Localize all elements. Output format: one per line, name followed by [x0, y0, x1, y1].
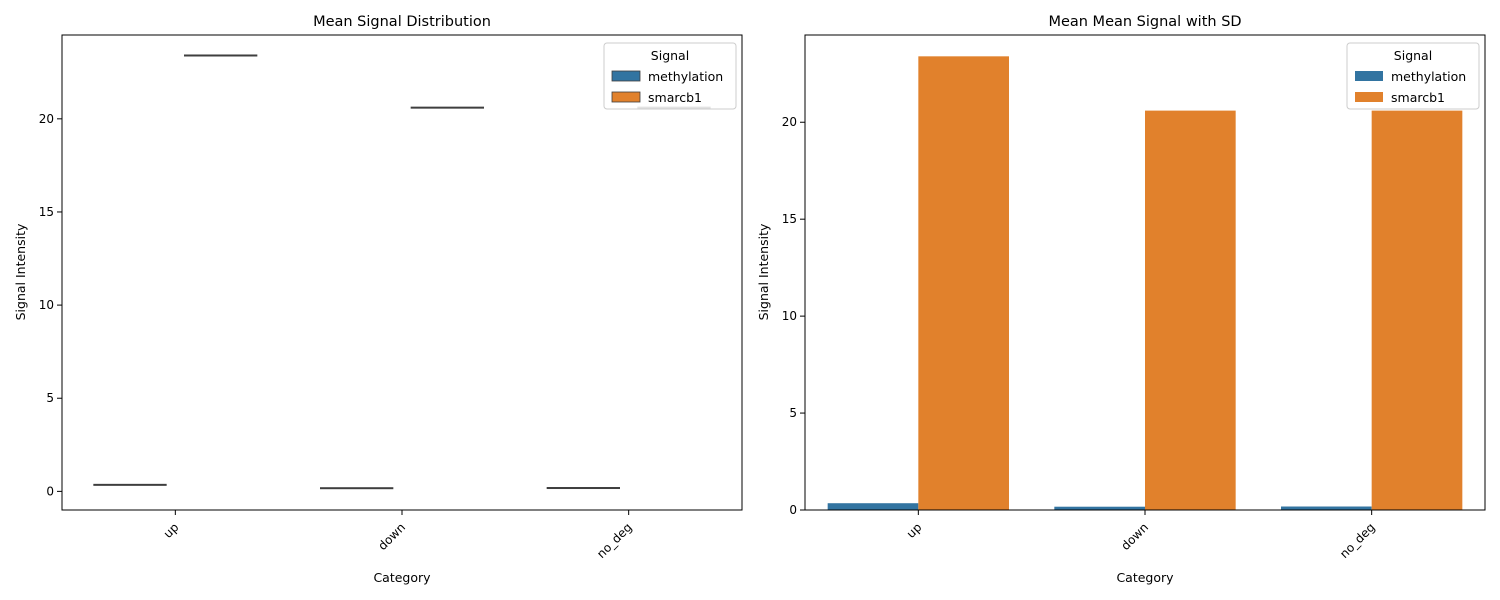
bar-y-axis-label: Signal Intensity: [756, 223, 771, 320]
box-y-axis-label: Signal Intensity: [13, 223, 28, 320]
bar-legend-swatch: [1355, 92, 1383, 102]
bar-y-tick-label: 20: [782, 115, 797, 129]
box-y-tick-label: 15: [39, 205, 54, 219]
box-legend: Signal methylation smarcb1: [603, 42, 737, 110]
bar-panel: Mean Mean Signal with SD Category Signal…: [756, 14, 1486, 585]
bar-legend-title: Signal: [1394, 48, 1432, 63]
bar-smarcb1-up: [918, 56, 1009, 510]
bar-x-tick-label: no_deg: [1337, 520, 1378, 561]
bar-legend-label: methylation: [1391, 69, 1466, 84]
box-plot-area: 0 5 10 15 20 up down no_deg: [39, 54, 711, 561]
bar-y-tick-label: 10: [782, 309, 797, 323]
box-x-tick-label: up: [161, 520, 182, 541]
bar-methylation-down: [1054, 506, 1145, 510]
box-y-tick-label: 0: [46, 484, 54, 498]
box-x-axis-label: Category: [373, 570, 431, 585]
box-panel: Mean Signal Distribution Category Signal…: [13, 14, 743, 585]
bar-methylation-no_deg: [1281, 506, 1372, 510]
bar-legend-swatch: [1355, 71, 1383, 81]
bar-x-tick-label: down: [1118, 520, 1151, 553]
bar-smarcb1-no_deg: [1371, 110, 1463, 510]
bar-y-tick-label: 15: [782, 212, 797, 226]
box-legend-swatch: [611, 91, 641, 103]
bar-x-axis-label: Category: [1116, 570, 1174, 585]
bar-smarcb1-down: [1145, 110, 1236, 510]
box-y-tick-label: 20: [39, 112, 54, 126]
box-legend-label: smarcb1: [648, 90, 702, 105]
box-legend-label: methylation: [648, 69, 723, 84]
box-x-tick-label: no_deg: [594, 520, 635, 561]
bar-plot-area: 0 5 10 15 20 up down no_deg: [782, 56, 1463, 561]
box-x-tick-label: down: [375, 520, 408, 553]
box-legend-swatch: [611, 70, 641, 82]
bar-y-tick-label: 5: [789, 406, 797, 420]
bar-y-tick-label: 0: [789, 503, 797, 517]
bar-legend-label: smarcb1: [1391, 90, 1445, 105]
bar-methylation-up: [827, 503, 919, 510]
box-legend-title: Signal: [651, 48, 689, 63]
bar-x-tick-label: up: [904, 520, 925, 541]
bar-chart-title: Mean Mean Signal with SD: [1048, 14, 1241, 30]
box-axes-frame: [61, 34, 743, 511]
box-y-tick-label: 5: [46, 391, 54, 405]
bar-axes-frame: [804, 34, 1486, 511]
box-chart-title: Mean Signal Distribution: [313, 14, 491, 30]
bar-legend: Signal methylation smarcb1: [1346, 42, 1480, 110]
box-y-tick-label: 10: [39, 298, 54, 312]
